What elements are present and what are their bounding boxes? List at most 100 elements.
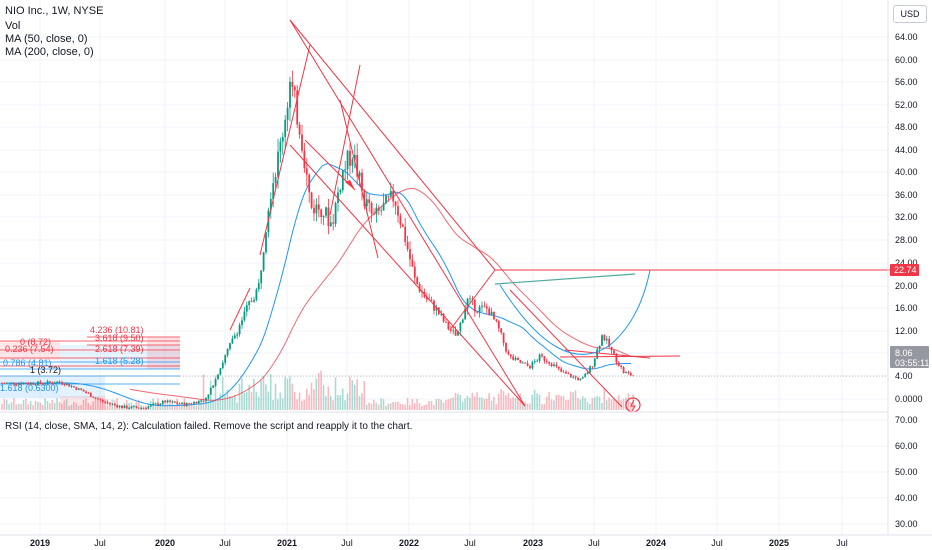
ma50-indicator-label[interactable]: MA (50, close, 0) xyxy=(5,33,88,45)
volume-bar xyxy=(548,391,550,410)
candle-body xyxy=(291,81,294,87)
rsi-tick-label: 70.00 xyxy=(895,415,918,425)
trendline-drawings[interactable] xyxy=(229,19,890,413)
volume-bar xyxy=(339,395,342,410)
ma-200-line xyxy=(129,187,632,401)
volume-bar xyxy=(274,383,277,410)
candle-body xyxy=(505,343,507,352)
volume-bar xyxy=(428,401,430,410)
candle-body xyxy=(207,394,210,399)
volume-bar xyxy=(627,393,630,410)
candle-body xyxy=(135,406,138,408)
channel-lower-trendline xyxy=(289,144,526,407)
candle-body xyxy=(320,209,323,217)
volume-bar xyxy=(464,398,466,410)
price-tick-label: 44.00 xyxy=(895,145,918,155)
volume-bar xyxy=(557,394,560,410)
fib-label-left: 0.236 (7.54) xyxy=(5,344,54,354)
fib-label-left: 0 (8.72) xyxy=(20,337,51,347)
candle-body xyxy=(620,365,623,368)
candle-body xyxy=(589,366,591,373)
candle-body xyxy=(394,201,397,206)
candle-body xyxy=(183,402,186,406)
candle-body xyxy=(569,373,572,378)
volume-bar xyxy=(41,404,44,410)
volume-bar xyxy=(248,384,250,410)
candle-body xyxy=(125,405,128,409)
time-tick-label: Jul xyxy=(94,538,106,548)
volume-bar xyxy=(34,400,37,410)
volume-indicator-label[interactable]: Vol xyxy=(5,20,21,32)
candle-body xyxy=(161,400,164,404)
volume-bar xyxy=(615,400,618,410)
countdown-label: 03:55:11 xyxy=(895,358,929,368)
volume-bar xyxy=(241,378,243,410)
candle-body xyxy=(457,331,459,336)
volume-bar xyxy=(401,404,404,410)
candle-body xyxy=(416,277,419,284)
candle-body xyxy=(478,306,481,313)
volume-bar xyxy=(99,400,102,410)
candle-body xyxy=(181,402,183,404)
volume-bar xyxy=(416,399,418,410)
candle-body xyxy=(553,364,555,366)
candle-body xyxy=(332,222,335,224)
volume-bar xyxy=(195,406,198,410)
volume-bar xyxy=(454,393,457,410)
candle-body xyxy=(111,403,114,405)
candle-body xyxy=(509,354,512,357)
fibonacci-drawing[interactable]: 4.236 (10.81)3.618 (9.50)2.618 (7.39) 0 (… xyxy=(0,325,180,410)
candle-body xyxy=(608,338,611,347)
candle-body xyxy=(145,408,147,409)
candle-body xyxy=(430,300,433,301)
last-price-tag xyxy=(890,346,929,368)
volume-bar xyxy=(193,405,195,410)
candle-body xyxy=(15,384,18,385)
volume-bar xyxy=(394,402,397,410)
currency-selector[interactable]: USD xyxy=(893,5,927,23)
candle-body xyxy=(469,298,471,300)
candle-body xyxy=(368,199,371,203)
candle-body xyxy=(193,402,195,404)
ma-50-line xyxy=(10,163,631,407)
rsi-tick-label: 40.00 xyxy=(895,493,918,503)
candle-body xyxy=(454,330,457,336)
volume-bar xyxy=(286,378,289,410)
candle-body xyxy=(10,382,13,384)
candle-body xyxy=(459,322,462,331)
time-tick-label: 2020 xyxy=(155,538,175,548)
volume-bar xyxy=(514,398,517,410)
volume-bar xyxy=(555,395,558,410)
candle-body xyxy=(488,308,491,316)
candle-body xyxy=(502,332,505,343)
volume-bar xyxy=(253,378,255,410)
symbol-title[interactable]: NIO Inc., 1W, NYSE xyxy=(5,5,104,17)
volume-bar xyxy=(341,388,344,410)
candle-body xyxy=(128,408,131,409)
volume-bar xyxy=(197,403,200,410)
resistance-tag xyxy=(890,264,919,276)
candle-body xyxy=(327,207,330,226)
candle-body xyxy=(284,119,287,137)
candle-body xyxy=(188,403,191,404)
candle-body xyxy=(497,321,500,329)
price-tick-label: 40.00 xyxy=(895,167,918,177)
time-tick-label: Jul xyxy=(711,538,723,548)
volume-bar xyxy=(574,390,577,410)
candle-body xyxy=(245,305,248,312)
candle-body xyxy=(164,400,167,403)
candle-body xyxy=(289,81,291,108)
candle-body xyxy=(49,381,51,383)
volume-bar xyxy=(562,396,565,410)
ma200-indicator-label[interactable]: MA (200, close, 0) xyxy=(5,46,94,58)
volume-bar xyxy=(541,404,543,410)
candle-body xyxy=(77,388,80,390)
volume-bar xyxy=(17,403,20,410)
volume-bar xyxy=(29,400,32,410)
early-slope-line xyxy=(229,287,251,331)
candle-body xyxy=(397,206,399,216)
volume-bar xyxy=(418,403,421,410)
candle-body xyxy=(99,399,102,400)
time-tick-label: 2019 xyxy=(30,538,50,548)
